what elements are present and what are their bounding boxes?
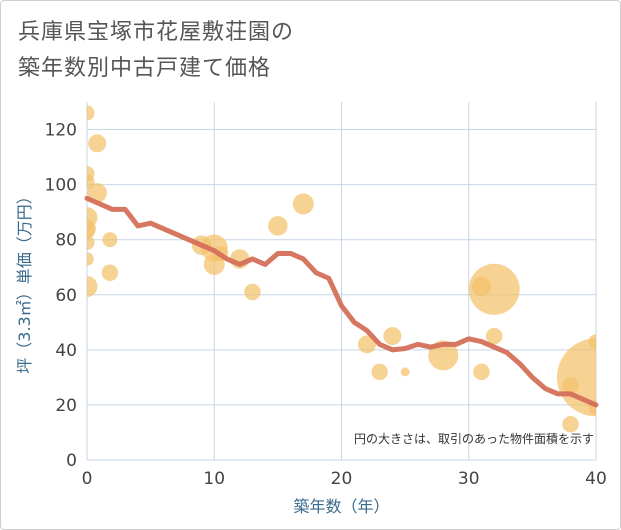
bubble-point — [87, 234, 95, 250]
bubble-point — [101, 264, 119, 281]
bubble-point — [371, 363, 388, 381]
y-tick-label: 20 — [55, 396, 77, 416]
y-tick-label: 40 — [55, 341, 77, 361]
bubble-point — [468, 263, 520, 315]
bubble-point — [268, 216, 288, 236]
chart-annotation: 円の大きさは、取引のあった物件面積を示す — [354, 431, 594, 446]
x-axis-title: 築年数（年） — [293, 497, 389, 516]
bubble-point — [485, 327, 503, 345]
bubble-point — [87, 252, 94, 266]
x-tick-label: 30 — [458, 469, 480, 489]
x-tick-label: 0 — [82, 469, 93, 489]
x-tick-label: 20 — [331, 469, 353, 489]
y-axis-title: 坪（3.3㎡）単価（万円） — [15, 188, 34, 373]
bubble-point — [87, 105, 95, 121]
grid-lines — [86, 102, 597, 461]
x-tick-label: 10 — [203, 469, 225, 489]
title-line-1: 兵庫県宝塚市花屋敷荘園の — [18, 20, 295, 45]
x-tick-label: 40 — [585, 469, 607, 489]
bubble-point — [562, 415, 579, 433]
bubble-series — [87, 105, 596, 433]
bubble-point — [102, 232, 118, 248]
y-tick-label: 80 — [55, 231, 77, 251]
bubble-point — [557, 338, 596, 417]
y-tick-label: 0 — [66, 451, 77, 471]
bubble-point — [473, 363, 490, 381]
bubble-point — [383, 327, 402, 346]
y-tick-label: 100 — [45, 176, 77, 196]
axis-ticks: 0 20 40 60 80 100 120 0 10 20 30 40 — [45, 121, 607, 489]
chart-title: 兵庫県宝塚市花屋敷荘園の 築年数別中古戸建て価格 — [18, 15, 538, 87]
title-line-2: 築年数別中古戸建て価格 — [18, 56, 272, 81]
bubble-point — [88, 134, 107, 153]
bubble-point — [588, 334, 596, 350]
bubble-point — [87, 183, 107, 203]
y-tick-label: 60 — [55, 286, 77, 306]
bubble-point — [400, 367, 410, 377]
bubble-point — [244, 283, 261, 301]
bubble-point — [87, 223, 95, 239]
y-tick-label: 120 — [45, 121, 77, 141]
average-line-series — [84, 195, 599, 408]
bubble-point — [292, 193, 314, 215]
average-price-line — [84, 195, 599, 408]
bubble-point — [87, 276, 98, 298]
bubble-point — [357, 335, 376, 354]
